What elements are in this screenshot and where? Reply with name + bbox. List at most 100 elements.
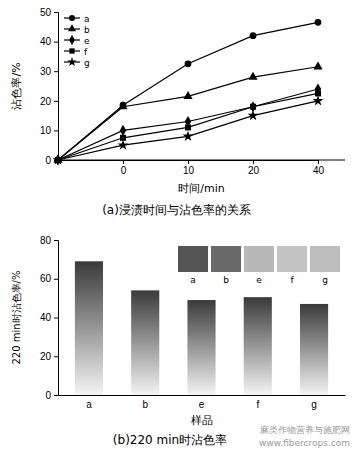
x-tick-label: f	[256, 399, 259, 410]
x-tick: 40	[313, 160, 325, 176]
y-axis-title: 220 min时沾色率/%	[11, 271, 22, 365]
inset-label: e	[256, 275, 262, 285]
y-tick: 20	[40, 96, 58, 107]
y-tick: 50	[40, 7, 58, 18]
inset-image	[310, 246, 340, 272]
y-tick-label: 60	[40, 273, 52, 284]
x-tick-label: g	[311, 399, 317, 410]
series-marker	[315, 19, 322, 26]
y-tick: 0	[45, 390, 58, 401]
inset-label: g	[322, 275, 328, 285]
y-tick-mark	[54, 240, 58, 241]
x-tick-mark	[253, 160, 254, 164]
x-axis: 0 10 20 40	[59, 160, 325, 176]
y-tick-label: 50	[40, 7, 52, 18]
y-tick-mark	[54, 395, 58, 396]
x-tick: a	[86, 395, 92, 410]
plot-area	[75, 261, 328, 395]
y-tick: 40	[40, 312, 58, 323]
y-tick-label: 10	[40, 125, 52, 136]
inset-image	[277, 246, 307, 272]
x-axis-line	[59, 395, 346, 396]
watermark: www.fibercrops.com	[259, 438, 350, 448]
series-marker	[313, 95, 324, 105]
y-tick-mark	[54, 130, 58, 131]
y-axis-line	[54, 241, 59, 396]
x-tick-label: 0	[121, 165, 127, 176]
y-tick: 80	[40, 235, 58, 246]
series-marker	[313, 61, 322, 69]
y-axis: 0 20 40 60 80	[40, 235, 59, 401]
x-tick-mark	[123, 160, 124, 164]
series-marker	[248, 110, 259, 120]
y-tick-label: 80	[40, 235, 52, 246]
x-tick-mark	[318, 160, 319, 164]
x-axis-title: 样品	[191, 414, 213, 427]
y-tick-mark	[54, 356, 58, 357]
x-tick: f	[256, 395, 259, 410]
series-marker	[185, 124, 191, 130]
bar	[131, 290, 159, 395]
legend-marker	[69, 35, 75, 45]
y-tick-mark	[54, 318, 58, 319]
series-marker	[248, 72, 257, 80]
x-axis-line	[59, 161, 319, 165]
bar	[300, 304, 328, 395]
legend-label: f	[84, 47, 88, 57]
y-tick-label: 20	[40, 351, 52, 362]
y-tick-label: 30	[40, 66, 52, 77]
inset-label: f	[290, 275, 294, 285]
x-tick-mark	[188, 160, 189, 164]
x-axis-line-extension	[58, 160, 345, 161]
x-tick-label: a	[86, 399, 92, 410]
y-tick-label: 0	[45, 390, 51, 401]
plot-area	[53, 19, 324, 166]
inset-image	[178, 246, 208, 272]
legend-label: a	[84, 14, 90, 24]
y-tick: 40	[40, 36, 58, 47]
x-tick: 20	[248, 160, 260, 176]
x-axis-title: 时间/min	[178, 182, 224, 195]
y-tick: 20	[40, 351, 58, 362]
x-tick-label: 10	[183, 165, 195, 176]
x-tick: e	[199, 395, 205, 410]
bar	[244, 297, 272, 395]
y-tick-mark	[54, 12, 58, 13]
legend: abefg	[64, 14, 90, 68]
legend-marker	[69, 15, 75, 21]
y-tick-mark	[54, 71, 58, 72]
y-tick-label: 20	[40, 96, 52, 107]
series-line	[58, 89, 318, 160]
series-marker	[185, 60, 192, 67]
inset-image	[211, 246, 241, 272]
y-tick-label: 40	[40, 312, 52, 323]
y-tick: 30	[40, 66, 58, 77]
series-marker	[53, 154, 64, 164]
bar	[75, 261, 103, 395]
x-tick: 10	[183, 160, 195, 176]
x-axis: abefg	[59, 395, 346, 410]
series-marker	[183, 131, 194, 141]
x-tick-label: 20	[248, 165, 260, 176]
y-tick-mark	[54, 42, 58, 43]
series-line	[58, 67, 318, 160]
series-marker	[250, 104, 256, 110]
inset-image	[244, 246, 274, 272]
series-line	[58, 93, 318, 160]
y-tick-mark	[54, 101, 58, 102]
x-tick: g	[311, 395, 317, 410]
series-marker	[183, 91, 192, 99]
inset-label: b	[223, 275, 229, 285]
y-tick: 10	[40, 125, 58, 136]
y-tick-label: 40	[40, 36, 52, 47]
x-tick: 0	[121, 160, 127, 176]
x-tick-label: e	[199, 399, 205, 410]
series-marker	[118, 101, 127, 109]
series-marker	[120, 125, 126, 136]
y-tick-mark	[54, 279, 58, 280]
series-marker	[118, 140, 129, 150]
y-axis: 01020304050	[40, 7, 59, 166]
legend-marker	[69, 48, 74, 53]
legend-label: e	[84, 36, 90, 46]
x-tick-label: 40	[313, 165, 325, 176]
